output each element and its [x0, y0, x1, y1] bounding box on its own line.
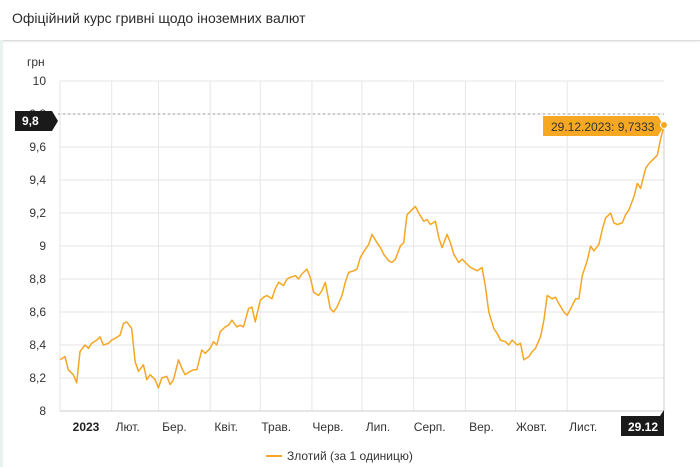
x-tick-label: Трав.	[261, 420, 291, 434]
data-tooltip: 29.12.2023: 9,7333	[543, 116, 664, 136]
x-tick-label: Серп.	[414, 420, 446, 434]
x-tick-label: Лип.	[366, 420, 390, 434]
left-accent-bar	[0, 40, 3, 467]
x-tick-label: Черв.	[312, 420, 343, 434]
tooltip-label: 29.12.2023: 9,7333	[551, 120, 655, 134]
x-tick-label: Лют.	[116, 420, 140, 434]
y-tick-label: 8,8	[29, 272, 46, 286]
hover-data-point	[660, 121, 668, 130]
y-axis-unit-label: грн	[27, 55, 45, 69]
x-tick-label: Вер.	[469, 420, 494, 434]
y-tick-label: 8,4	[29, 338, 46, 352]
y-value-badge-label: 9,8	[22, 114, 39, 128]
y-tick-label: 8	[39, 404, 46, 418]
page-title: Офіційний курс гривні щодо іноземних вал…	[12, 10, 306, 26]
chart-header: Офіційний курс гривні щодо іноземних вал…	[0, 0, 700, 41]
legend-label-zloty: Злотий (за 1 одиницю)	[287, 449, 413, 463]
series-line-zloty	[59, 124, 665, 389]
x-axis-ticks: 2023 Лют. Бер. Квіт. Трав. Черв. Лип. Серп. Вер.…	[73, 420, 598, 434]
y-tick-label: 9,6	[29, 140, 46, 154]
y-tick-label: 10	[33, 74, 47, 88]
y-tick-label: 8,2	[29, 371, 46, 385]
y-tick-label: 8,6	[29, 305, 46, 319]
x-tick-label: 2023	[73, 420, 100, 434]
y-tick-label: 9,4	[29, 173, 46, 187]
grid-lines	[59, 80, 664, 412]
y-tick-label: 9	[39, 239, 46, 253]
x-tick-label: Жовт.	[516, 420, 547, 434]
x-value-badge-label: 29.12	[628, 420, 658, 434]
x-tick-label: Квіт.	[214, 420, 238, 434]
x-value-badge: 29.12	[621, 410, 664, 436]
y-tick-label: 9,2	[29, 206, 46, 220]
x-tick-label: Бер.	[162, 420, 187, 434]
y-value-badge: 9,8	[15, 111, 58, 131]
x-tick-label: Лист.	[569, 420, 597, 434]
legend[interactable]: Злотий (за 1 одиницю)	[266, 449, 413, 463]
